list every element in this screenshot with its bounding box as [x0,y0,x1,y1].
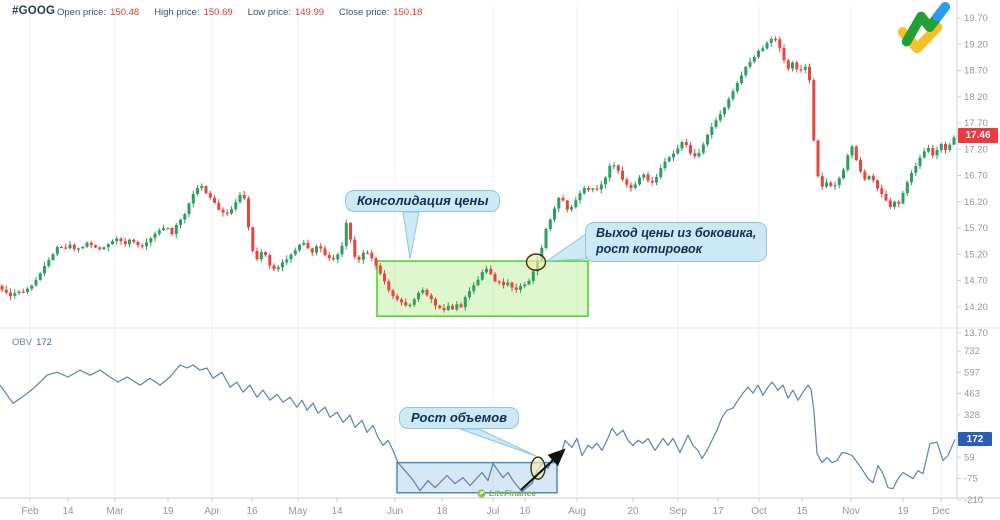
volume-growth-arrow[interactable] [520,448,566,491]
breakout-callout-line1: Выход цены из боковика, [596,226,757,240]
time-tick-label: Dec [932,506,950,517]
price-axis[interactable]: 19.70 19.20 18.70 18.20 17.70 17.20 16.70 16.20… [957,13,988,339]
volume-highlight-ellipse[interactable] [530,456,546,480]
high-price-field: High price: 150.69 [154,7,232,18]
price-tick-label: 14.70 [964,276,988,287]
last-price-badge: 17.46 [958,128,998,143]
price-tick-label: 15.20 [964,249,988,260]
time-tick-label: 19 [897,506,909,517]
volume-growth-callout[interactable]: Рост объемов [399,407,520,429]
time-tick-label: 19 [162,506,174,517]
breakout-highlight-ellipse[interactable] [525,253,547,271]
time-tick-label: 14 [331,506,343,517]
litefinance-watermark: LiteFinance [477,488,536,498]
breakout-callout-line2: рост котировок [596,241,703,256]
price-tick-label: 18.70 [964,66,988,77]
obv-tick-label: 732 [964,346,980,357]
symbol-title: #GOOG [12,5,56,17]
time-tick-label: Mar [106,506,124,517]
watermark-text: LiteFinance [489,488,537,498]
close-price-label: Close price: [339,7,390,18]
low-price-label: Low price: [247,7,291,18]
breakout-callout-tail [545,233,587,262]
time-tick-label: Feb [21,506,39,517]
obv-indicator-legend[interactable]: OBV 172 [12,337,52,348]
ohlc-header: Open price: 150.48 High price: 150.69 Lo… [57,7,422,18]
litefinance-logo-icon [897,2,951,54]
time-tick-label: Jul [487,506,500,517]
candlestick-series [0,36,956,313]
close-price-field: Close price: 150.18 [339,7,422,18]
obv-axis[interactable]: 732 597 463 328 59 -75 -210 [957,346,983,506]
consolidation-zone-box[interactable] [376,260,589,318]
consolidation-callout-tail [402,211,420,260]
obv-value: 172 [36,337,52,348]
price-tick-label: 16.20 [964,197,988,208]
time-tick-label: 16 [246,506,258,517]
time-tick-label: Jun [387,506,403,517]
price-tick-label: 16.70 [964,171,988,182]
obv-last-value-badge: 172 [958,432,992,446]
time-tick-label: 17 [712,506,724,517]
price-tick-label: 15.70 [964,223,988,234]
breakout-callout[interactable]: Выход цены из боковика, рост котировок [585,222,768,263]
price-tick-label: 19.20 [964,39,988,50]
obv-tick-label: 59 [964,452,975,463]
obv-tick-label: 328 [964,410,980,421]
time-tick-label: Aug [568,506,586,517]
price-tick-label: 17.70 [964,118,988,129]
high-price-value: 150.69 [203,7,233,18]
time-tick-label: 15 [796,506,808,517]
price-tick-label: 14.20 [964,302,988,313]
obv-tick-label: 463 [964,389,980,400]
obv-tick-label: 597 [964,368,980,379]
low-price-field: Low price: 149.99 [248,7,324,18]
time-tick-label: Nov [842,506,860,517]
time-tick-label: 20 [627,506,639,517]
time-tick-label: Oct [751,506,767,517]
time-tick-label: Sep [669,506,687,517]
obv-tick-label: -210 [964,495,983,506]
open-price-label: Open price: [57,7,107,18]
volume-callout-tail [459,428,537,457]
open-price-value: 150.48 [110,7,140,18]
consolidation-callout[interactable]: Консолидация цены [345,190,501,212]
time-tick-label: 14 [62,506,74,517]
obv-label: OBV [12,337,33,348]
time-axis[interactable]: Feb 14 Mar 19 Apr 16 May 14 Jun 18 Jul 16 Aug 20 Sep 17… [21,498,950,517]
time-tick-label: Apr [204,506,220,517]
price-tick-label: 18.20 [964,92,988,103]
open-price-field: Open price: 150.48 [57,7,139,18]
price-tick-label: 17.20 [964,144,988,155]
time-tick-label: 18 [436,506,448,517]
time-tick-label: 16 [519,506,531,517]
price-tick-label: 13.70 [964,328,988,339]
close-price-value: 150.18 [393,7,423,18]
low-price-value: 149.99 [294,7,325,18]
obv-tick-label: -75 [964,474,978,485]
watermark-leaf-icon [477,488,486,498]
high-price-label: High price: [154,7,200,18]
time-tick-label: May [289,506,308,517]
price-tick-label: 19.70 [964,13,988,24]
